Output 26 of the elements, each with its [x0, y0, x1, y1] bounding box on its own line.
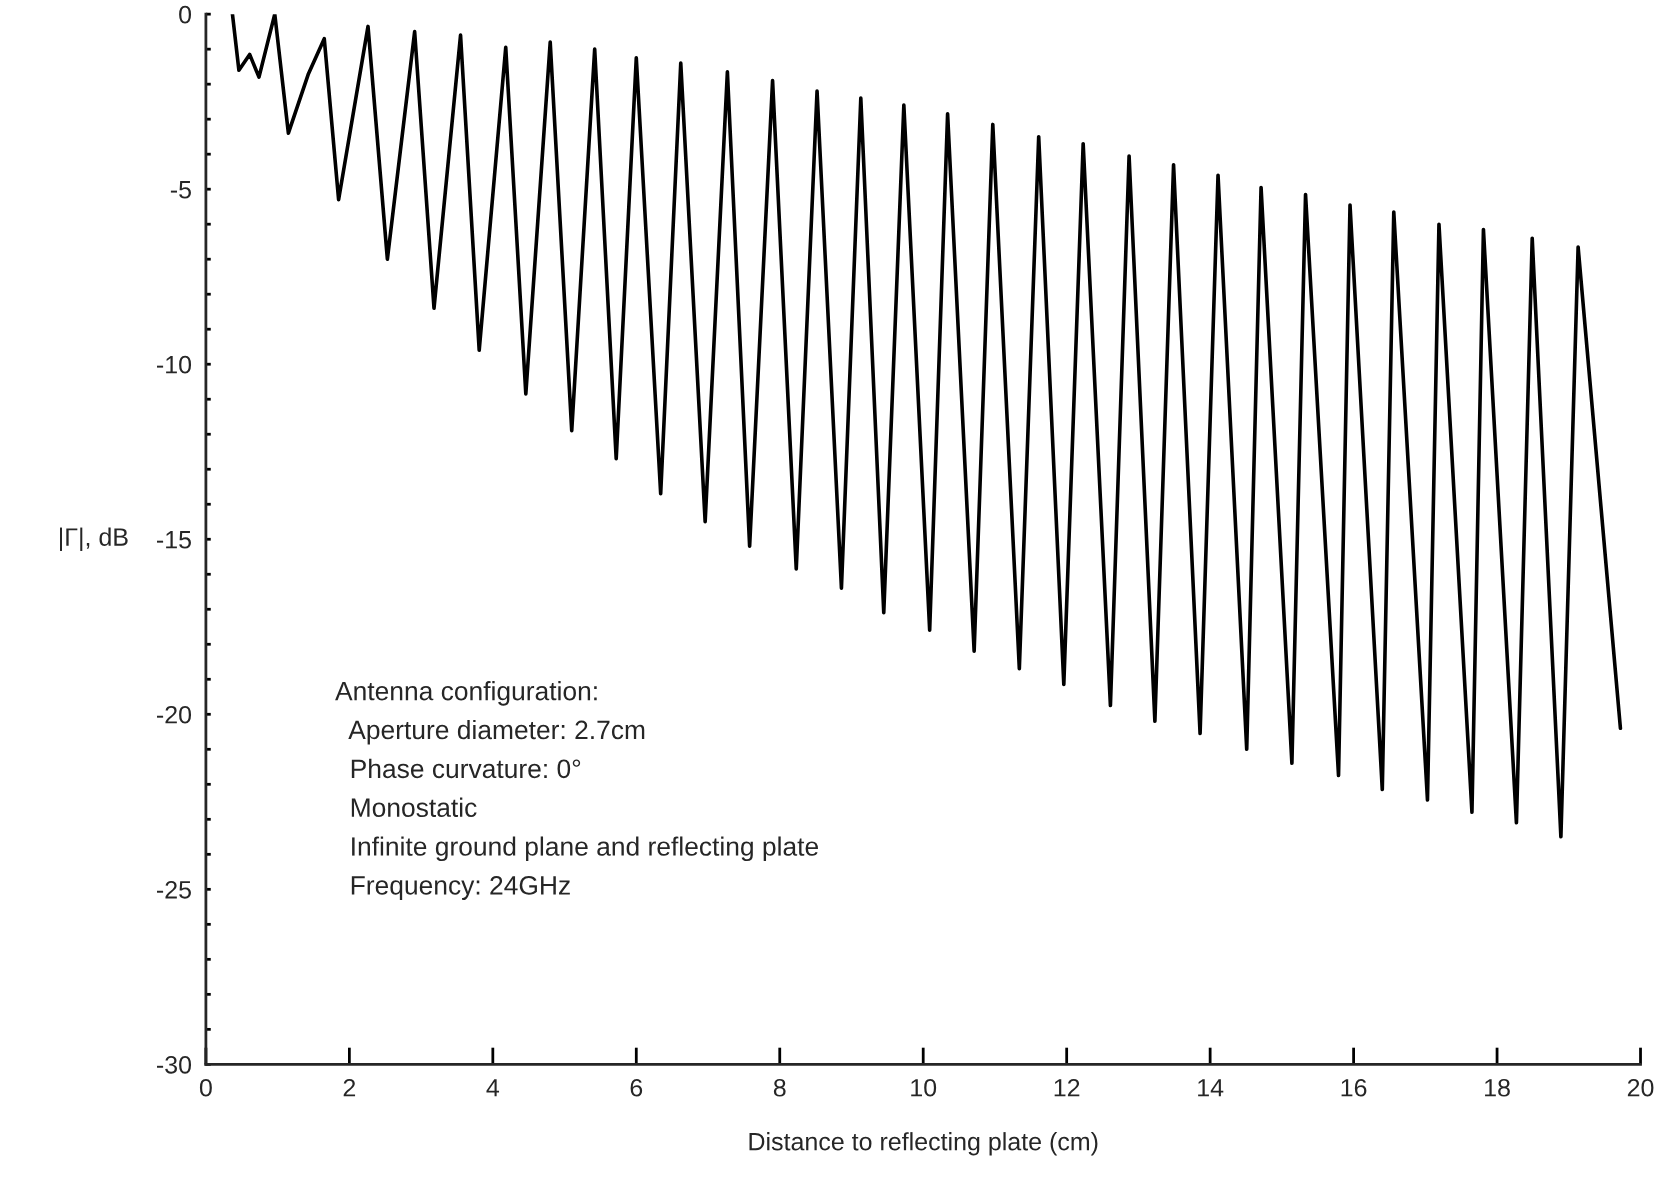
x-tick-label: 8 — [773, 1078, 786, 1097]
y-tick-label: -25 — [156, 880, 191, 899]
x-axis-title: Distance to reflecting plate (cm) — [749, 1132, 1098, 1156]
annotation: Monostatic — [351, 797, 477, 817]
annotation: Infinite ground plane and reflecting plate — [352, 836, 818, 862]
x-tick-label: 20 — [1627, 1078, 1654, 1097]
y-tick-label: -30 — [156, 1055, 192, 1074]
annotation: Phase curvature: 0° — [351, 758, 581, 779]
annotation: Frequency: 24GHz — [351, 876, 570, 900]
x-tick-label: 10 — [911, 1078, 937, 1097]
annotation: Antenna configuration: — [335, 681, 597, 706]
x-tick-label: 14 — [1198, 1079, 1224, 1097]
y-tick-label: -10 — [156, 355, 192, 374]
annotation: Aperture diameter: 2.7cm — [348, 719, 645, 745]
x-tick-label: 16 — [1341, 1078, 1367, 1097]
y-tick-label: -5 — [170, 181, 191, 199]
x-tick-label: 0 — [199, 1078, 212, 1097]
x-tick-label: 18 — [1485, 1078, 1510, 1097]
x-tick-label: 6 — [630, 1078, 643, 1097]
x-tick-label: 12 — [1054, 1078, 1080, 1097]
y-tick-label: 0 — [179, 5, 192, 24]
y-tick-label: -20 — [156, 705, 192, 724]
x-tick-label: 2 — [343, 1078, 356, 1097]
x-tick-label: 4 — [486, 1079, 500, 1097]
y-axis-title: |Γ|, dB — [60, 527, 128, 551]
y-tick-label: -15 — [156, 531, 191, 549]
